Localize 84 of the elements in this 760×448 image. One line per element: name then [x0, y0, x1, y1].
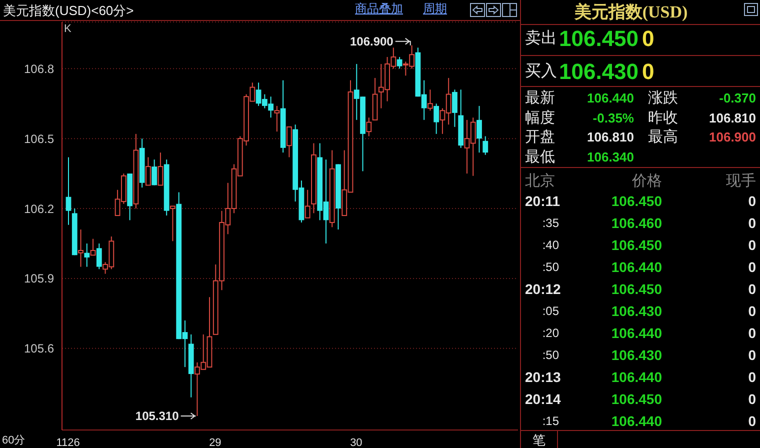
candlestick — [476, 105, 482, 154]
text: 0 — [748, 215, 756, 231]
x-tick-label: 1126 — [56, 436, 80, 448]
text: 106.450 — [611, 281, 662, 297]
text: 106.900 — [709, 130, 756, 144]
text: 106.450 — [611, 391, 662, 407]
annotation: 106.900 — [350, 34, 394, 48]
y-tick-label: 106.8 — [24, 62, 54, 76]
text: 最高 — [648, 128, 678, 146]
text: 106.440 — [611, 413, 662, 429]
x-tick-label: 30 — [350, 436, 362, 448]
text: 周期 — [423, 0, 447, 18]
text: 0 — [748, 193, 756, 209]
text: 北京 — [525, 172, 555, 190]
candlestick — [96, 242, 102, 270]
candlestick — [482, 136, 488, 156]
text: 106.430 — [611, 347, 662, 363]
text: 20:11 — [525, 193, 560, 209]
text: 106.440 — [611, 369, 662, 385]
text: :05 — [542, 304, 559, 318]
text: :35 — [542, 216, 559, 230]
y-tick-label: 105.9 — [24, 272, 54, 286]
text: 开盘 — [525, 128, 555, 146]
text: 106.440 — [611, 325, 662, 341]
text: 106.450 — [611, 237, 662, 253]
text: -0.370 — [719, 90, 756, 106]
annotation: K — [64, 23, 72, 35]
text: 106.450 — [611, 193, 662, 209]
text: 昨收 — [648, 109, 678, 126]
candlestick — [396, 56, 402, 70]
text: 幅度 — [525, 109, 555, 126]
candlestick — [84, 242, 90, 268]
text: 20:13 — [525, 369, 561, 385]
text: :20 — [542, 326, 559, 340]
chart-title: 美元指数(USD)<60分> — [3, 2, 134, 20]
text: 0 — [748, 413, 756, 429]
text: 卖出 — [525, 30, 557, 47]
text: 0 — [748, 259, 756, 275]
text: 106.340 — [587, 149, 634, 164]
candlestick — [78, 228, 84, 268]
text: 106.460 — [611, 215, 662, 231]
text: 106.430 — [611, 303, 662, 319]
text: 0 — [748, 303, 756, 319]
text: :50 — [542, 260, 559, 274]
text: 美元指数(USD) — [574, 2, 688, 24]
text: 0 — [748, 391, 756, 407]
y-tick-label: 106.5 — [24, 132, 54, 146]
text: :40 — [542, 238, 559, 252]
candlestick — [311, 142, 316, 214]
candlestick — [452, 89, 458, 128]
text: 60分 — [2, 434, 26, 448]
text: 0 — [748, 237, 756, 253]
text: :50 — [542, 348, 559, 362]
candlestick — [434, 103, 440, 134]
text: 价格 — [632, 172, 662, 190]
text: 0 — [748, 347, 756, 363]
text: 笔 — [532, 432, 546, 448]
text: 买入 — [525, 63, 557, 80]
text: 106.440 — [611, 259, 662, 275]
candlestick — [152, 159, 158, 186]
text: 0 — [748, 369, 756, 385]
y-tick-label: 106.2 — [24, 202, 54, 216]
text: 106.430 — [559, 59, 639, 84]
text: 最新 — [525, 90, 555, 106]
x-tick-label: 29 — [209, 436, 222, 448]
text: -0.35% — [592, 110, 634, 125]
text: 106.440 — [587, 90, 634, 106]
text: 0 — [748, 325, 756, 341]
text: 最低 — [525, 148, 555, 165]
text: 涨跌 — [648, 90, 678, 106]
text: 20:14 — [525, 391, 561, 407]
text: 现手 — [726, 172, 756, 190]
text: :15 — [542, 414, 559, 428]
candlestick — [66, 156, 72, 226]
text: 0 — [642, 59, 654, 84]
text: 106.810 — [709, 110, 756, 125]
y-tick-label: 105.6 — [24, 342, 54, 356]
text: 0 — [642, 26, 654, 51]
text: 106.450 — [559, 26, 639, 51]
text: 106.810 — [587, 130, 634, 144]
text: 商品叠加 — [355, 0, 403, 18]
text: 0 — [748, 281, 756, 297]
text: 20:12 — [525, 281, 561, 297]
annotation: 105.310 — [135, 409, 180, 424]
